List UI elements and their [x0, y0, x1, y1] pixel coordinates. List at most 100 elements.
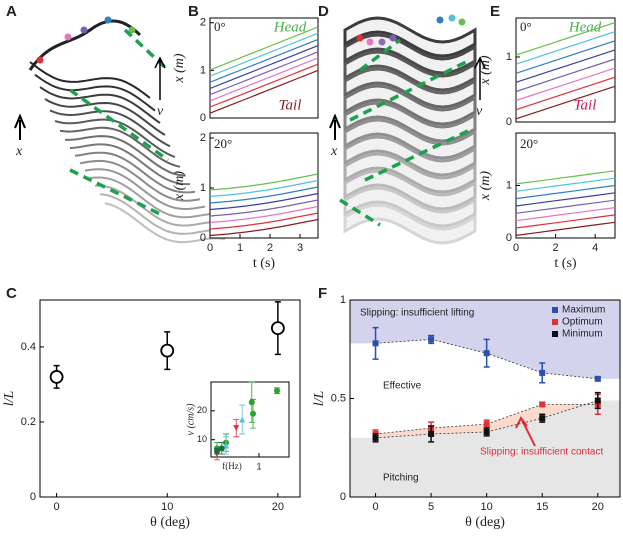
snake-segment: [343, 152, 477, 194]
snake-outline: [54, 118, 176, 158]
y-tick-label: 0.2: [21, 416, 36, 428]
y-tick-label: 1: [200, 182, 206, 194]
y-axis-label: x (m): [172, 171, 187, 201]
body-marker: [356, 34, 364, 42]
body-marker: [389, 34, 397, 42]
axes-frame: [515, 17, 616, 123]
snake-outline: [49, 109, 171, 148]
snake-outline: [44, 98, 166, 136]
panel-label: C: [6, 285, 17, 302]
x-tick-label: 1: [256, 461, 261, 471]
y-tick-label: 0: [200, 232, 206, 244]
y-tick-label: 0.4: [21, 341, 36, 353]
body-marker: [104, 16, 112, 24]
snake-outline: [59, 126, 181, 168]
y-axis-label: l/L: [312, 391, 327, 407]
y-tick-label: 1: [200, 64, 206, 76]
marker: [428, 430, 435, 437]
body-marker: [36, 56, 44, 64]
legend-swatch: [552, 307, 558, 313]
y-tick-label: 2: [200, 132, 206, 144]
snake-segment: [343, 16, 477, 58]
x-tick-label: 10: [481, 501, 493, 513]
position-label: x: [15, 144, 23, 159]
arrow-d-v: [474, 56, 486, 100]
trajectory-line: [209, 38, 319, 83]
marker: [49, 370, 64, 384]
fit-line: [375, 404, 598, 435]
body-marker: [80, 26, 88, 34]
marker: [539, 401, 546, 408]
snake-segment: [343, 101, 477, 143]
guide-line: [123, 28, 170, 72]
body-marker: [366, 38, 374, 46]
snake-outline: [104, 202, 226, 244]
x-tick-label: 0: [513, 242, 519, 254]
axes-frame: [209, 132, 319, 239]
panel-label: B: [188, 3, 199, 20]
marker: [239, 416, 246, 423]
trajectory-line: [209, 45, 319, 90]
y-tick-label: 1: [506, 179, 512, 191]
trajectory-line: [209, 69, 319, 114]
trajectory-line: [209, 199, 319, 217]
marker: [483, 350, 490, 357]
x-tick-label: 3: [297, 242, 303, 254]
arrow-a-v: [154, 56, 166, 100]
y-tick-label: 0: [506, 232, 512, 244]
trajectory-line: [209, 57, 319, 102]
guide-line: [69, 168, 163, 217]
trajectory-line: [209, 26, 319, 71]
snake-outline: [79, 159, 201, 202]
y-tick-label: 1: [340, 294, 346, 306]
marker: [483, 428, 490, 435]
panel-label: A: [6, 3, 17, 20]
annotation: Slipping: insufficient lifting: [360, 308, 474, 319]
x-tick-label: 1: [237, 242, 243, 254]
legend-swatch: [552, 319, 558, 325]
x-axis-label: t (s): [554, 256, 577, 271]
trajectory-line: [209, 179, 319, 198]
trajectory-line: [209, 186, 319, 204]
marker: [214, 448, 220, 455]
speed-label: v: [476, 104, 483, 119]
snake-segment: [343, 135, 477, 177]
marker: [539, 369, 546, 376]
speed-label: v: [157, 104, 164, 119]
x-tick-label: 0: [54, 501, 60, 513]
panel-label: F: [318, 285, 327, 302]
annotation: Tail: [279, 97, 302, 113]
y-axis-label: l/L: [2, 391, 17, 407]
panel-label: D: [318, 3, 329, 20]
trajectory-line: [515, 214, 616, 229]
trajectory-line: [209, 51, 319, 96]
illustration-a: [28, 16, 226, 244]
snake-outline: [64, 135, 186, 177]
marker: [372, 434, 379, 441]
marker: [233, 425, 240, 432]
annotation: 20°: [520, 136, 538, 151]
annotation-arrow: [515, 416, 536, 447]
marker: [428, 336, 435, 343]
snake-segment: [343, 67, 477, 109]
y-axis-label: x (m): [478, 171, 493, 201]
arrow-a-x: [14, 113, 26, 140]
trajectory-line: [515, 22, 616, 56]
annotation: Head: [568, 19, 602, 35]
legend-label: Optimum: [562, 317, 603, 328]
snake-outline: [95, 184, 216, 227]
legend-label: Minimum: [562, 329, 603, 340]
trajectory-line: [209, 32, 319, 77]
x-tick-label: 10: [161, 501, 173, 513]
x-axis-label: t (s): [253, 256, 276, 271]
annotation: Head: [273, 19, 307, 35]
x-axis-label: θ (deg): [150, 515, 190, 530]
y-axis-label: x (m): [172, 53, 187, 83]
x-tick-label: 5: [428, 501, 434, 513]
y-axis-label: v (cm/s): [185, 403, 196, 436]
marker: [594, 375, 601, 382]
body-marker: [64, 33, 72, 41]
annotation: Slipping: insufficient contact: [480, 447, 603, 458]
trajectory-line: [515, 177, 616, 192]
